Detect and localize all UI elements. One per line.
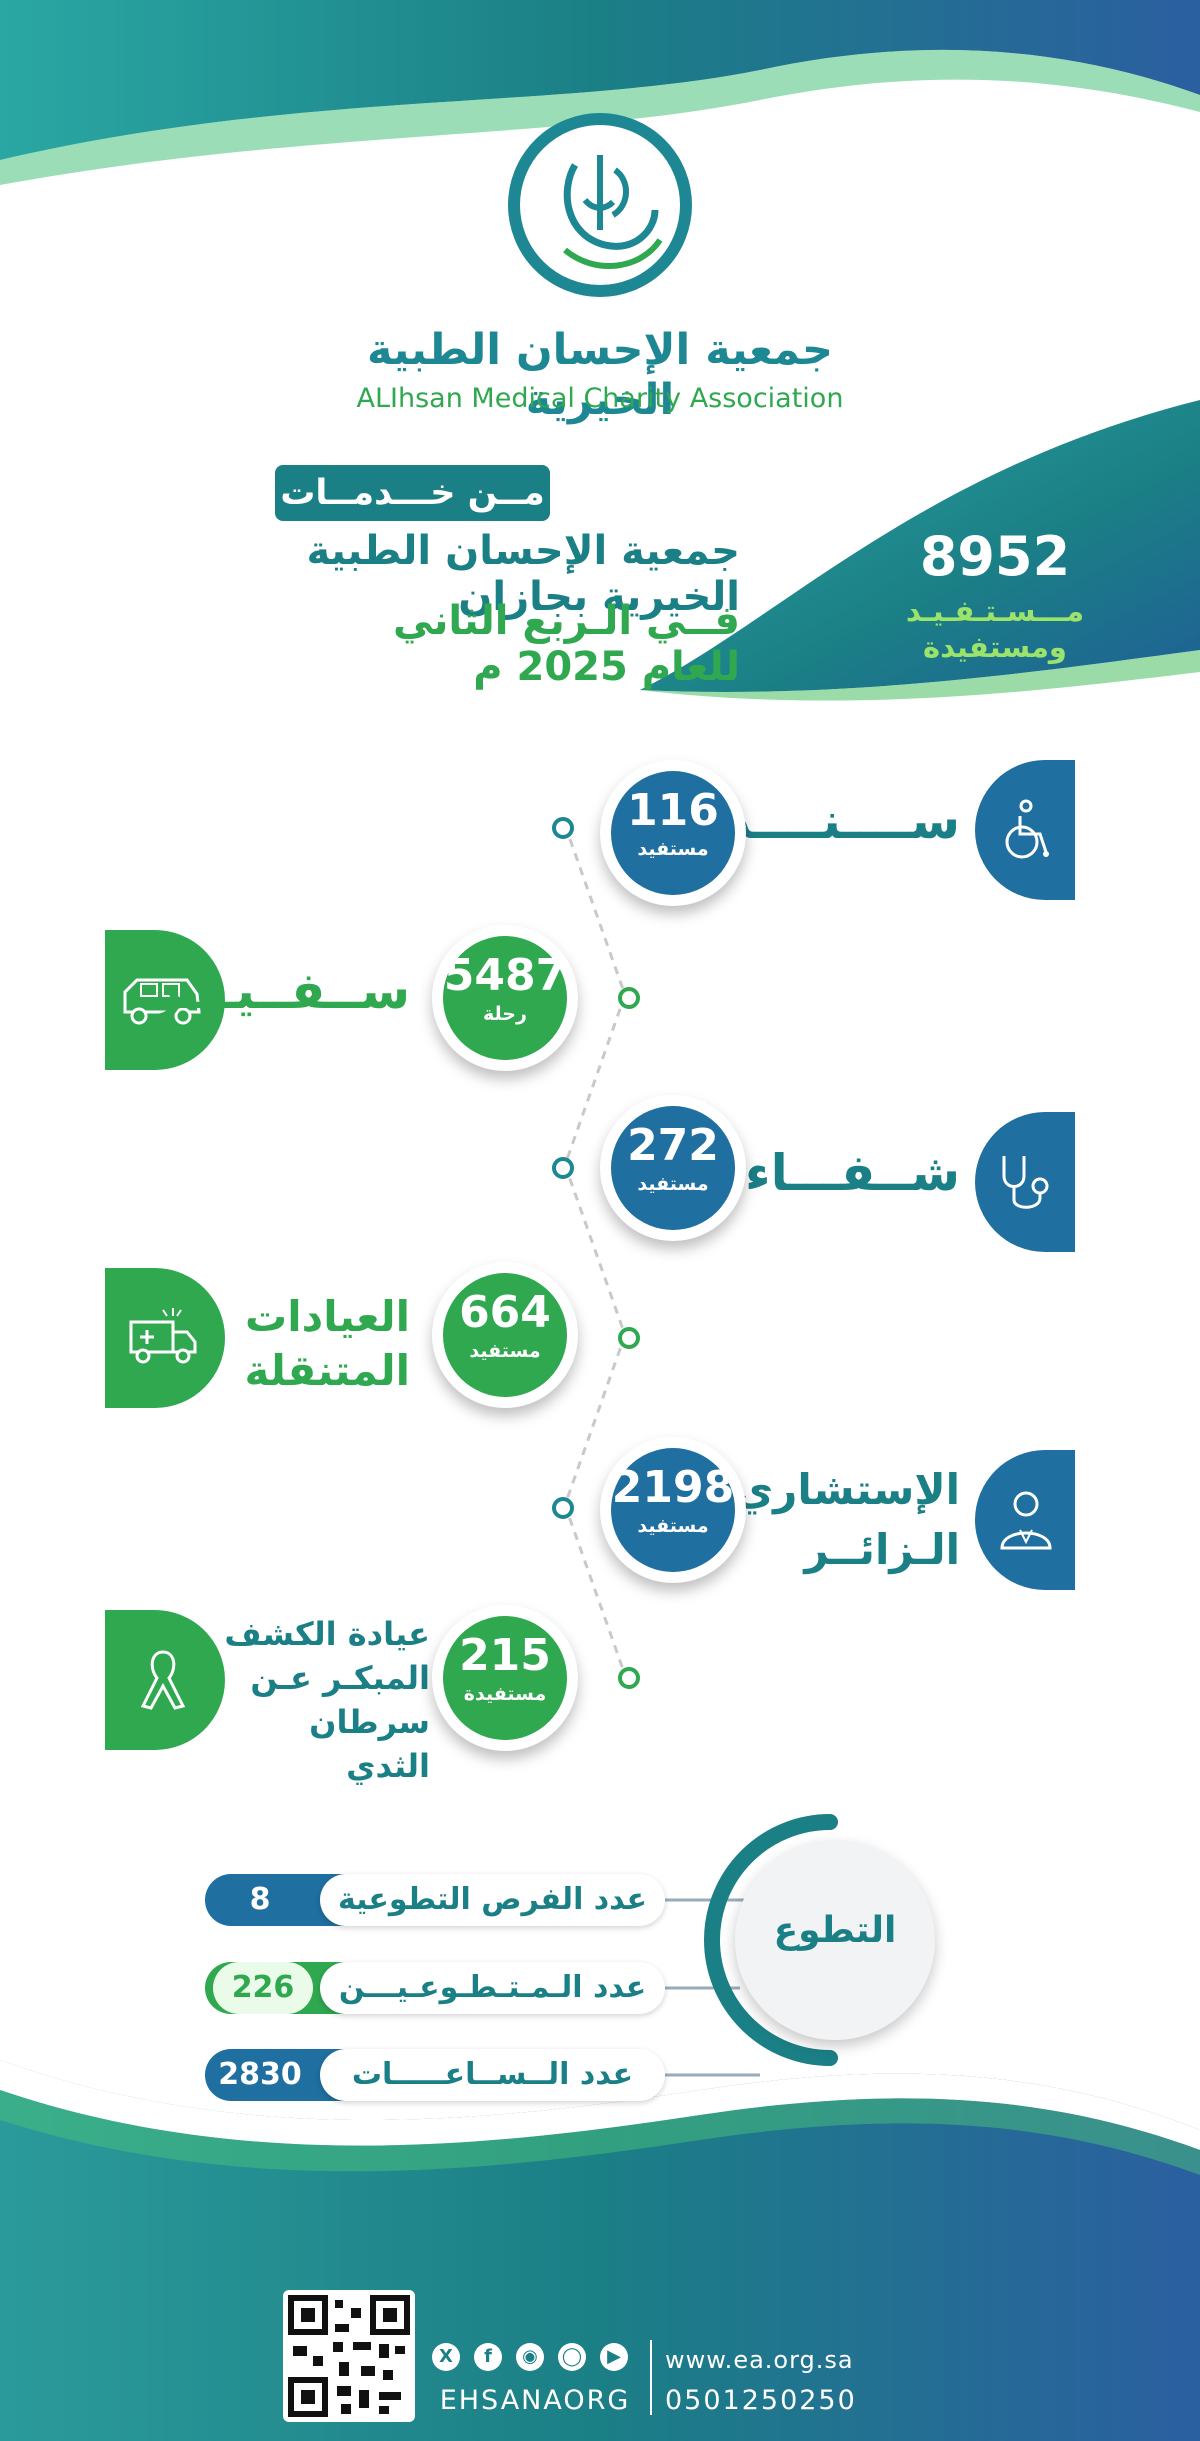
service-tab-safeer (105, 930, 225, 1070)
website-link[interactable]: www.ea.org.sa (665, 2346, 854, 2374)
qr-code-icon (288, 2295, 410, 2417)
doctor-icon (1000, 1491, 1052, 1550)
service-circle-breast-cancer: 215 مستفيدة (432, 1605, 578, 1751)
timeline-dot (618, 1667, 640, 1689)
service-name-line: المتنقلة (244, 1346, 410, 1395)
logo (505, 110, 695, 300)
wheelchair-icon (1005, 799, 1049, 859)
service-number-shifa: 272 (627, 1120, 719, 1171)
volunteering-circle (735, 1840, 935, 2040)
service-name-line: عيادة الكشف (224, 1615, 430, 1653)
phone-number[interactable]: 0501250250 (665, 2385, 857, 2416)
service-name-sanad: ســــنــــد (724, 792, 960, 850)
volunteer-opportunities-label: عدد الفرص التطوعية (320, 1874, 665, 1926)
service-name-safeer: ســفــيـــر (153, 962, 410, 1020)
service-name-line: الـزائــر (804, 1525, 960, 1574)
total-beneficiaries-label: مـــسـتـفـيـد ومستفيدة (880, 593, 1110, 665)
org-name-english: ALIhsan Medical Charity Association (356, 383, 844, 414)
from-services-label: مــن خـــدمــات (275, 465, 550, 521)
ribbon-icon (140, 1650, 186, 1710)
volunteer-opportunities-value: 8 (249, 1882, 271, 1917)
service-name-line: سرطان الثدي (309, 1703, 430, 1785)
service-number-sanad: 116 (627, 785, 719, 836)
snapchat-icon[interactable]: ◉ (516, 2343, 544, 2371)
youtube-icon[interactable]: ▶ (600, 2343, 628, 2371)
qr-code[interactable] (283, 2290, 415, 2422)
service-unit-mobile-clinics: مستفيد (469, 1340, 541, 1362)
service-circle-sanad: 116 مستفيد (600, 760, 746, 906)
timeline-dot (552, 817, 574, 839)
footer-divider (650, 2340, 652, 2415)
stethoscope-icon (1002, 1156, 1049, 1209)
timeline-dot (618, 987, 640, 1009)
service-name-shifa: شــفـــاء (745, 1144, 960, 1202)
service-name-line: الإستشاري (734, 1465, 960, 1514)
service-unit-visiting-consultant: مستفيد (637, 1515, 709, 1537)
ambulance-icon (129, 1308, 197, 1364)
volunteer-hours-value: 2830 (218, 2057, 302, 2092)
service-unit-shifa: مستفيد (637, 1173, 709, 1195)
service-name-line: العيادات (245, 1292, 410, 1341)
service-circle-mobile-clinics: 664 مستفيد (432, 1262, 578, 1408)
timeline-dot (618, 1327, 640, 1349)
social-handle: EHSANAORG (439, 2385, 631, 2416)
service-name-line: المبكـر عـن (250, 1659, 430, 1697)
service-number-mobile-clinics: 664 (459, 1287, 551, 1338)
service-unit-sanad: مستفيد (637, 838, 709, 860)
service-unit-breast-cancer: مستفيدة (463, 1683, 547, 1705)
service-circle-safeer: 5487 رحلة (432, 925, 578, 1071)
timeline-dot (552, 1497, 574, 1519)
x-icon[interactable]: X (432, 2343, 460, 2371)
service-number-breast-cancer: 215 (459, 1630, 551, 1681)
instagram-icon[interactable]: ◯ (558, 2343, 586, 2371)
logo-icon (508, 113, 692, 297)
header-org-line: جمعية الإحسان الطبية الخيرية بجازان (306, 528, 740, 620)
total-label-line2: ومستفيدة (923, 630, 1067, 664)
vehicle-icon (123, 978, 201, 1025)
timeline-dot (552, 1157, 574, 1179)
total-label-line1: مـــسـتـفـيـد (905, 594, 1085, 628)
volunteering-title: التطوع (773, 1910, 897, 1951)
volunteers-count-label: عدد الـمـتـطـوعـيـــن (320, 1962, 665, 2014)
volunteers-count-row: 226 عدد الـمـتـطـوعـيـــن (205, 1962, 665, 2014)
facebook-icon[interactable]: f (474, 2343, 502, 2371)
service-unit-safeer: رحلة (483, 1003, 527, 1025)
org-name-arabic: جمعية الإحسان الطبية الخيرية (367, 325, 833, 425)
service-circle-visiting-consultant: 2198 مستفيد (600, 1437, 746, 1583)
total-beneficiaries-number: 8952 (919, 525, 1071, 588)
volunteers-count-value: 226 (213, 1962, 313, 2014)
volunteer-hours-label: عدد الــســاعـــــات (320, 2049, 665, 2101)
header-period-line: فــي الـربع الثاني للعام 2025 م (392, 598, 740, 690)
service-name-breast-cancer: عيادة الكشف المبكـر عـن سرطان الثدي (215, 1612, 430, 1788)
volunteer-hours-row: 2830 عدد الــســاعـــــات (205, 2049, 665, 2101)
service-tab-mobile-clinics (105, 1268, 225, 1408)
service-name-mobile-clinics: العيادات المتنقلة (230, 1290, 410, 1398)
service-name-visiting-consultant: الإستشاري الـزائــر (734, 1460, 960, 1580)
service-tab-breast-cancer (105, 1610, 225, 1750)
service-number-safeer: 5487 (443, 950, 567, 1001)
volunteer-opportunities-row: 8 عدد الفرص التطوعية (205, 1874, 665, 1926)
service-circle-shifa: 272 مستفيد (600, 1095, 746, 1241)
service-number-visiting-consultant: 2198 (611, 1462, 735, 1513)
